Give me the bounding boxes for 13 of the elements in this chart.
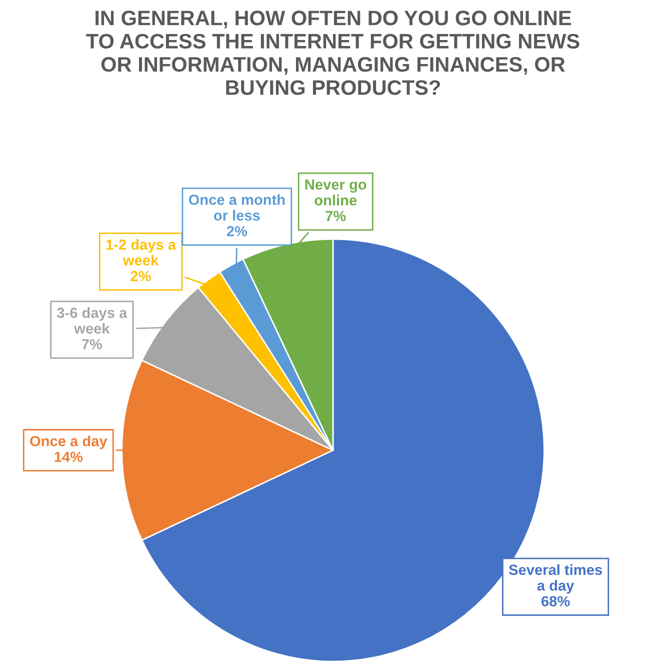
slice-label: Never go online	[305, 180, 366, 206]
data-label: 7%	[82, 339, 102, 350]
data-label: 2%	[226, 226, 248, 236]
slice-label: 1-2 days a week	[106, 239, 176, 266]
data-label: 14%	[54, 452, 83, 462]
data-label: 68%	[541, 596, 570, 606]
chart-title: IN GENERAL, HOW OFTEN DO YOU GO ONLINE TO ACCESS THE INTERNET FOR GETTING NEWS OR INFORMATION, MANAGING FINANCES, OR BUYING PRODUCTS?	[86, 10, 580, 95]
data-label: 2%	[130, 270, 151, 282]
slice-label: Once a month or less	[188, 194, 285, 221]
slice-label: Once a day	[30, 436, 108, 450]
slice-label: Several times a day	[508, 564, 602, 594]
data-label: 7%	[326, 210, 346, 222]
slice-label: 3-6 days a week	[56, 307, 128, 334]
